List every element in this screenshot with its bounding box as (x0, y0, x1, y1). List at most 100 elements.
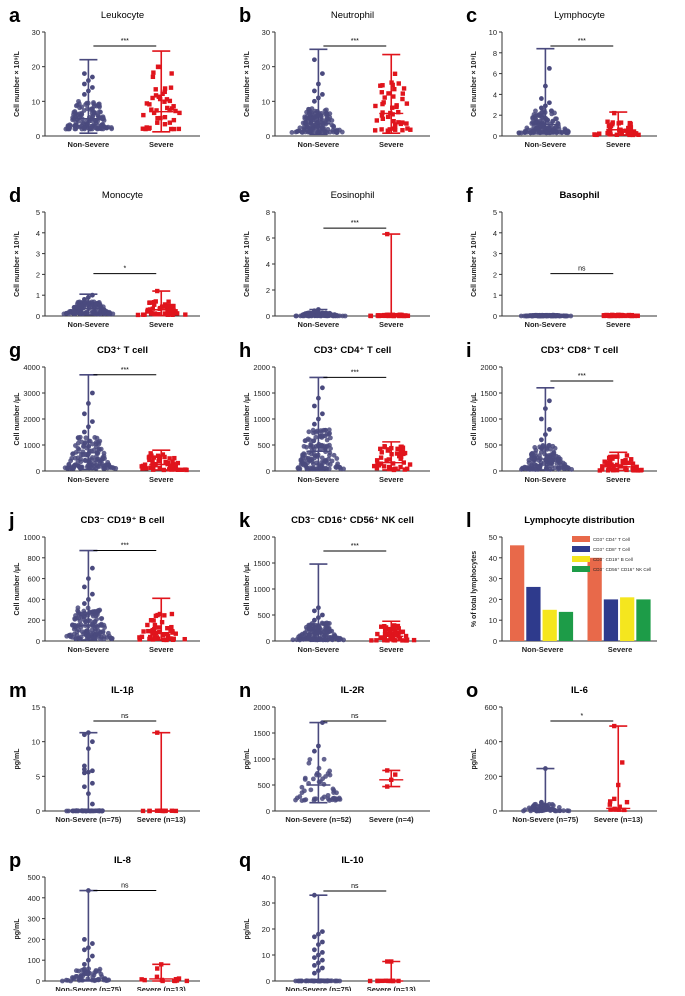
data-point (160, 633, 166, 638)
data-point (155, 115, 160, 121)
data-point (334, 978, 340, 984)
data-point (92, 435, 98, 440)
data-point (530, 452, 536, 458)
data-point (158, 115, 163, 121)
data-point (534, 126, 540, 131)
bar-1-0 (587, 557, 602, 641)
data-point (612, 723, 617, 729)
panel-d: d Monocyte 0 1 2 3 4 5 Cell number × 10⁹/L Non-Se… (9, 185, 200, 329)
y-tick-label: 20 (489, 595, 497, 604)
data-point (81, 608, 87, 614)
data-point (334, 636, 339, 641)
data-point (389, 452, 394, 457)
x-category-label: Severe (379, 645, 404, 654)
y-tick-label: 0 (266, 467, 270, 476)
x-category-label: Severe (n=13) (137, 985, 186, 991)
panel-title: CD3⁻ CD19⁺ B cell (81, 515, 165, 526)
y-tick-label: 20 (262, 925, 270, 934)
x-category-label: Severe (n=13) (137, 815, 186, 824)
data-point (155, 453, 161, 458)
data-point (308, 116, 314, 122)
data-point (320, 92, 325, 97)
y-tick-label: 0 (36, 132, 40, 141)
data-point (320, 965, 325, 971)
y-axis-label: Cell number /μL (244, 562, 251, 616)
panel-m: m IL-1β 0 5 10 15 pg/mL Non-Severe (n=75) Severe… (9, 680, 200, 824)
data-point (106, 977, 112, 983)
y-tick-label: 800 (27, 554, 40, 563)
data-point (88, 125, 94, 131)
data-point (390, 631, 395, 637)
y-tick-label: 50 (489, 533, 497, 542)
y-tick-label: 0 (493, 807, 497, 816)
data-point (97, 631, 103, 636)
data-point (309, 466, 314, 472)
data-point (325, 620, 331, 626)
data-point (96, 441, 102, 447)
y-tick-label: 2000 (23, 415, 40, 424)
data-point (616, 782, 621, 788)
data-point (605, 468, 611, 473)
y-tick-label: 15 (32, 703, 40, 712)
data-point (306, 429, 312, 435)
data-point (149, 453, 154, 458)
data-point (620, 460, 625, 466)
data-point (105, 311, 111, 317)
data-point (614, 132, 620, 137)
data-point (374, 458, 380, 463)
panel-b: b Neutrophil 0 10 20 30 Cell number × 10⁹/L Non… (239, 5, 430, 149)
data-point (384, 458, 389, 463)
data-point (142, 977, 147, 983)
data-point (293, 797, 298, 803)
data-point (148, 465, 153, 470)
data-point (167, 456, 172, 461)
data-point (86, 78, 91, 83)
data-point (101, 634, 107, 639)
x-category-label: Non-Severe (n=52) (285, 815, 352, 824)
data-point (391, 94, 396, 99)
data-point (385, 638, 390, 643)
data-point (391, 118, 396, 124)
y-tick-label: 20 (32, 63, 40, 72)
data-point (140, 126, 146, 131)
y-tick-label: 100 (27, 956, 40, 965)
data-point (389, 80, 394, 85)
data-point (172, 455, 177, 461)
x-category-label: Non-Severe (522, 645, 564, 654)
data-point (398, 464, 403, 470)
y-tick-label: 600 (27, 575, 40, 584)
data-point (635, 313, 640, 319)
data-point (408, 127, 413, 132)
data-point (539, 110, 544, 115)
y-tick-label: 1000 (23, 441, 40, 450)
data-point (547, 100, 552, 106)
data-point (92, 635, 98, 641)
data-point (543, 103, 548, 109)
data-point (608, 807, 613, 812)
y-tick-label: 3 (493, 250, 497, 259)
data-point (93, 462, 99, 468)
data-point (76, 627, 82, 633)
data-point (316, 81, 321, 87)
y-tick-label: 0 (266, 312, 270, 321)
data-point (379, 113, 385, 118)
data-point (155, 120, 160, 125)
data-point (549, 108, 554, 114)
y-axis-label: % of total lymphocytes (471, 551, 478, 627)
panel-k: k CD3⁻ CD16⁺ CD56⁺ NK cell 0 500 1000 1500 200… (239, 510, 430, 654)
data-point (392, 86, 397, 92)
data-point (68, 634, 74, 640)
data-point (139, 634, 145, 640)
legend-label: CD3⁻ CD56⁺ CD16⁺ NK Cell (593, 567, 651, 572)
y-tick-label: 4 (493, 229, 497, 238)
y-tick-label: 30 (489, 575, 497, 584)
data-point (553, 116, 558, 122)
data-point (307, 757, 313, 762)
data-point (617, 804, 622, 809)
y-tick-label: 0 (266, 977, 270, 986)
y-tick-label: 10 (32, 738, 40, 747)
data-point (75, 608, 81, 614)
data-point (148, 451, 153, 456)
data-point (84, 119, 89, 124)
data-point (301, 637, 306, 642)
